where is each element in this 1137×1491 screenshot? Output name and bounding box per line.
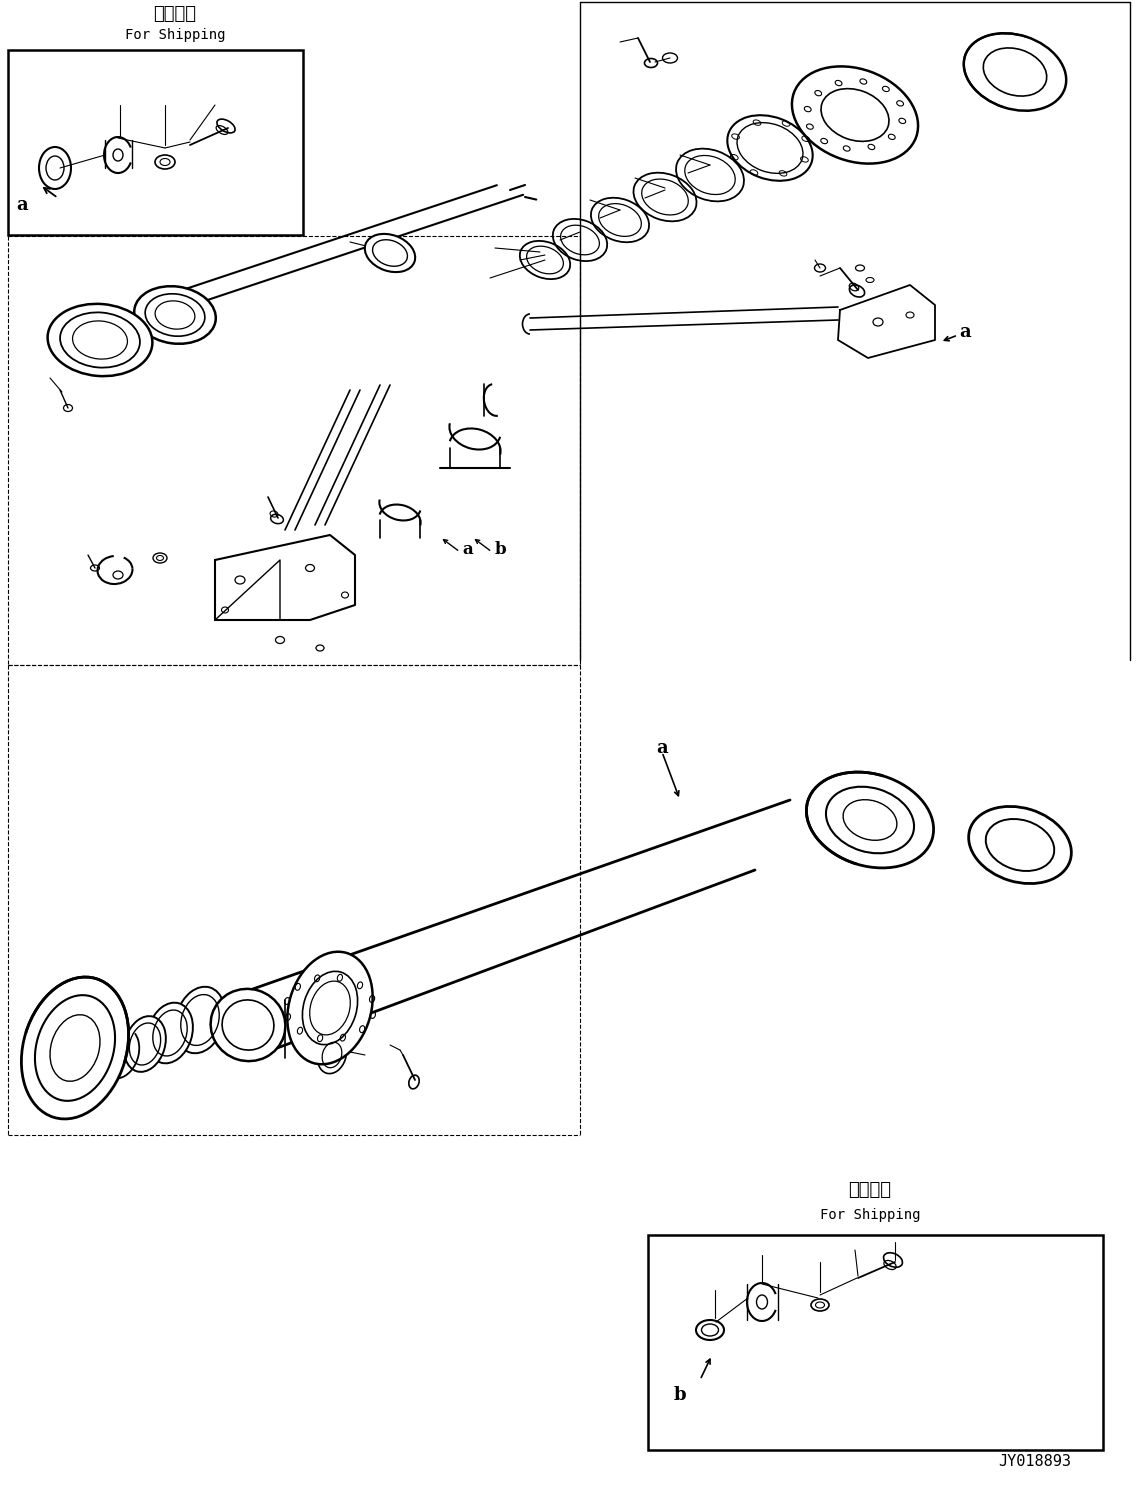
- Ellipse shape: [48, 304, 152, 376]
- Ellipse shape: [969, 807, 1071, 884]
- Text: 運轘部品: 運轘部品: [153, 4, 197, 22]
- Bar: [648, 1235, 1103, 1451]
- Text: For Shipping: For Shipping: [125, 28, 225, 42]
- Text: b: b: [495, 541, 506, 559]
- Ellipse shape: [175, 987, 225, 1053]
- Ellipse shape: [22, 977, 128, 1118]
- Ellipse shape: [210, 989, 285, 1062]
- Text: a: a: [16, 195, 27, 215]
- Ellipse shape: [124, 1017, 166, 1072]
- Ellipse shape: [288, 951, 373, 1065]
- Ellipse shape: [792, 67, 918, 164]
- Text: For Shipping: For Shipping: [820, 1208, 920, 1223]
- Text: a: a: [656, 740, 667, 757]
- Ellipse shape: [964, 33, 1067, 110]
- Ellipse shape: [36, 1059, 64, 1094]
- Text: b: b: [674, 1387, 687, 1405]
- Ellipse shape: [806, 772, 933, 868]
- Ellipse shape: [147, 1002, 193, 1063]
- Text: JY018893: JY018893: [998, 1455, 1071, 1470]
- Bar: [8, 51, 302, 236]
- Ellipse shape: [728, 115, 813, 180]
- Ellipse shape: [77, 1039, 113, 1085]
- Ellipse shape: [134, 286, 216, 344]
- Text: a: a: [463, 541, 473, 559]
- Ellipse shape: [317, 1036, 347, 1074]
- Text: 運轘部品: 運轘部品: [848, 1181, 891, 1199]
- Ellipse shape: [365, 234, 415, 273]
- Text: a: a: [960, 324, 971, 341]
- Ellipse shape: [57, 1050, 88, 1090]
